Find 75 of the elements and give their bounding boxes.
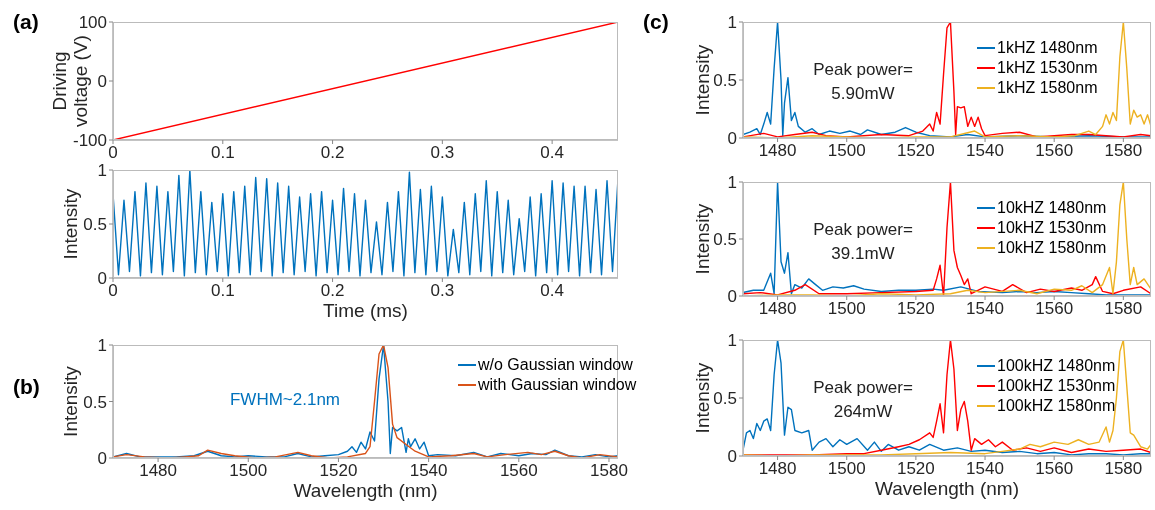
x-tick-label: 1540 [409,461,448,481]
x-tick-label: 1520 [319,461,358,481]
text: (c) [643,10,669,34]
legend-label: 1kHZ 1580nm [997,78,1098,98]
legend-label: 1kHZ 1480nm [997,38,1098,58]
x-axis-title: Wavelength (nm) [874,478,1020,500]
x-tick-label: 1500 [229,461,268,481]
y-tick-label: 0.5 [713,389,737,409]
x-tick-label: 0.2 [320,143,345,163]
annotation: FWHM~2.1nm [229,390,341,410]
y-axis-title: Intensity [59,188,81,260]
x-tick-label: 1560 [499,461,538,481]
x-tick-label: 1480 [758,459,797,479]
y-axis-title: Intensity [59,366,81,437]
legend-label: 10kHZ 1580nm [997,238,1107,258]
annotation: Peak power= [813,220,913,240]
x-tick-label: 1580 [1104,459,1143,479]
x-tick-label: 0.1 [210,143,235,163]
annotation: Peak power= [813,378,913,398]
y-tick-label: 0.5 [83,392,107,412]
text: (a) [13,10,39,34]
x-tick-label: 1560 [1035,141,1074,161]
legend-label: 10kHZ 1480nm [997,198,1107,218]
y-tick-label: 0.5 [713,71,737,91]
x-tick-label: 1580 [590,461,628,481]
x-tick-label: 1520 [896,141,935,161]
x-tick-label: 1480 [758,141,797,161]
legend-label: 100kHZ 1480nm [997,356,1116,376]
x-tick-label: 0.3 [430,143,455,163]
x-tick-label: 0.2 [320,281,345,301]
x-tick-label: 0.3 [430,281,455,301]
legend-label: with Gaussian window [478,375,637,395]
y-tick-label: 0.5 [713,230,737,250]
x-tick-label: 1580 [1104,299,1143,319]
legend-label: 100kHZ 1580nm [997,396,1116,416]
y-tick-label: 1 [97,336,107,356]
y-tick-label: -100 [72,131,107,151]
y-axis-title: Intensity [691,203,713,275]
x-tick-label: 1520 [896,299,935,319]
x-tick-label: 1500 [827,299,866,319]
x-tick-label: 1560 [1035,299,1074,319]
y-tick-label: 0.5 [83,215,107,235]
x-axis-title: Time (ms) [322,300,409,322]
x-tick-label: 0.4 [540,143,564,163]
x-tick-label: 0.1 [210,281,235,301]
legend-label: 10kHZ 1530nm [997,218,1107,238]
y-tick-label: 1 [727,331,737,351]
x-tick-label: 1520 [896,459,935,479]
x-tick-label: 1540 [966,299,1004,319]
y-axis-title: Driving voltage (V) [49,35,91,127]
annotation: 264mW [833,402,893,422]
annotation: 39.1mW [831,244,895,264]
y-tick-label: 1 [727,13,737,33]
x-tick-label: 1500 [827,459,866,479]
x-tick-label: 1500 [827,141,866,161]
x-tick-label: 1560 [1035,459,1074,479]
legend-label: w/o Gaussian window [478,355,633,375]
x-tick-label: 1480 [758,299,797,319]
y-axis-title: Intensity [691,362,713,434]
annotation: Peak power= [813,60,913,80]
x-tick-label: 1580 [1104,141,1143,161]
legend-label: 100kHZ 1530nm [997,376,1116,396]
x-tick-label: 1540 [966,141,1004,161]
y-tick-label: 1 [727,173,737,193]
x-tick-label: 1480 [139,461,177,481]
y-tick-label: 100 [78,13,107,33]
y-axis-title: Intensity [691,44,713,116]
legend-label: 1kHZ 1530nm [997,58,1098,78]
text: (b) [13,375,40,399]
y-tick-label: 0 [97,72,107,92]
x-tick-label: 1540 [966,459,1004,479]
x-tick-label: 0.4 [540,281,564,301]
y-tick-label: 1 [97,161,107,181]
annotation: 5.90mW [831,84,895,104]
x-axis-title: Wavelength (nm) [292,480,439,502]
